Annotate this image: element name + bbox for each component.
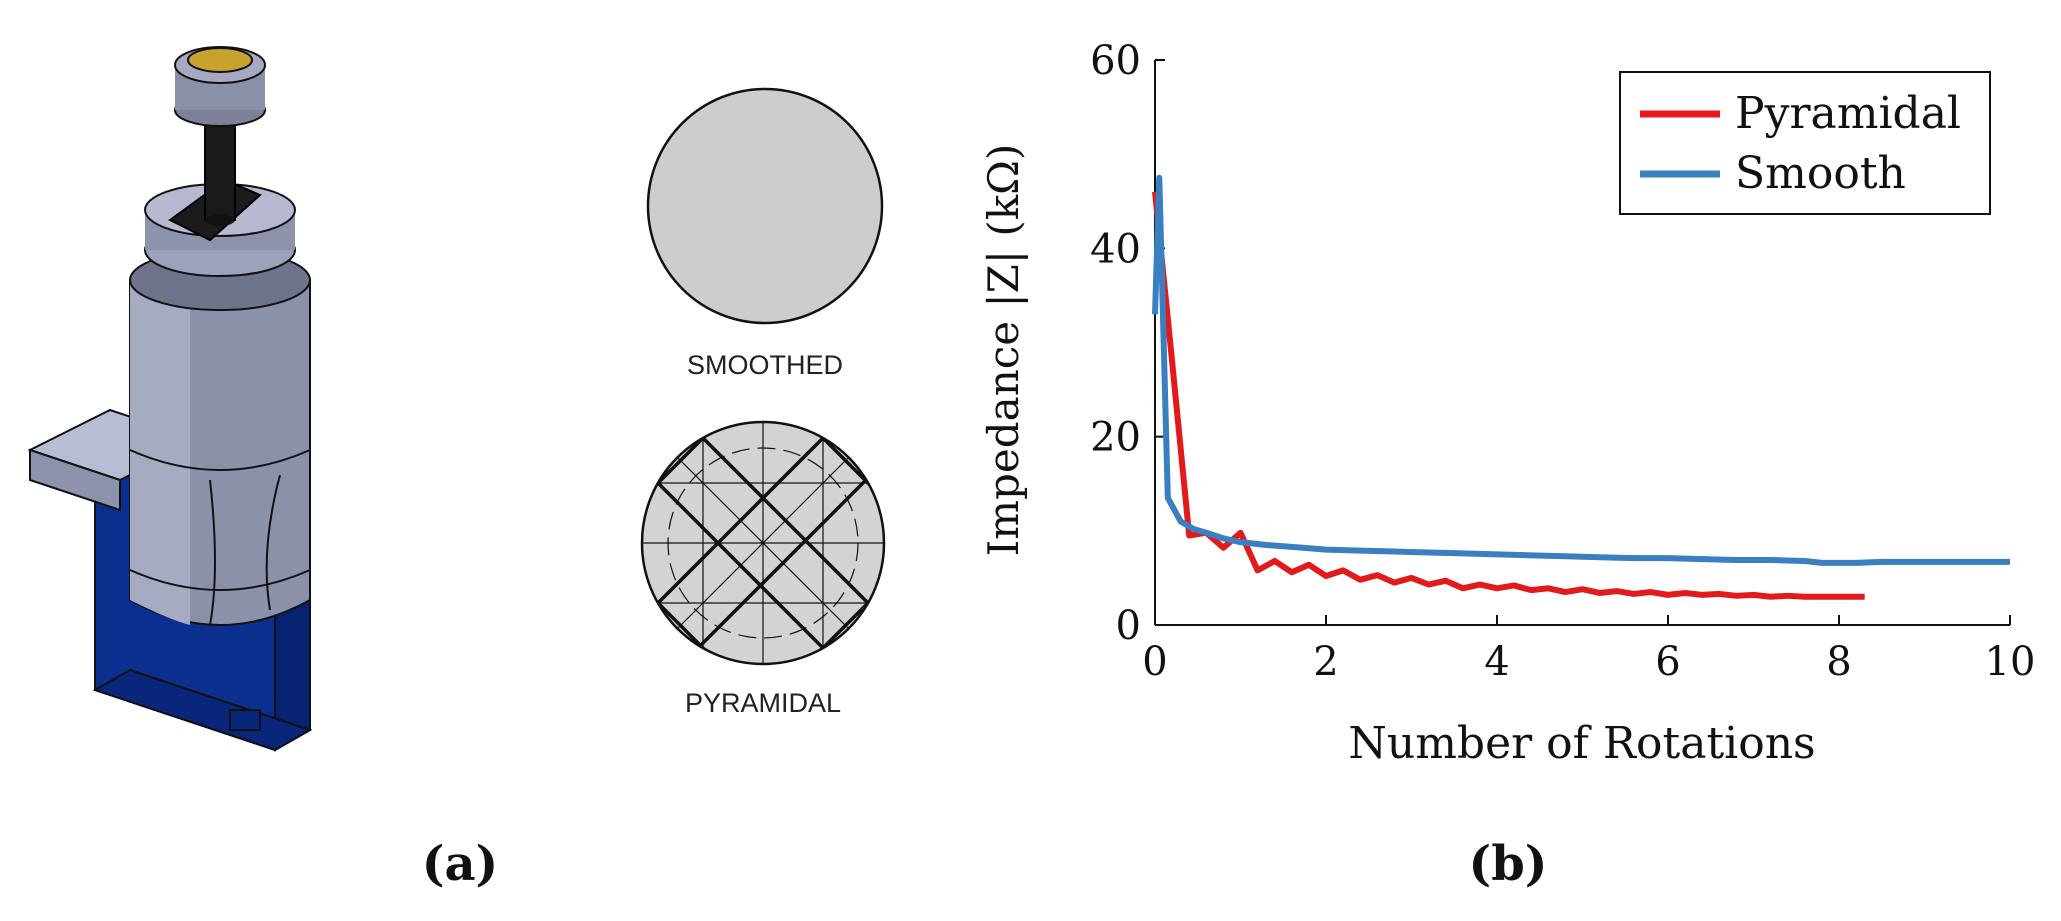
pyramidal-disc: [640, 420, 886, 666]
y-tick-label: 40: [1090, 226, 1141, 272]
y-tick-label: 20: [1090, 415, 1141, 461]
x-tick-label: 6: [1655, 639, 1680, 685]
y-axis-label: Impedance |Z| (kΩ): [979, 144, 1028, 557]
x-tick-label: 8: [1826, 639, 1851, 685]
electrode-device-illustration: [27, 46, 313, 752]
main-cylinder: [129, 249, 311, 626]
chart-axes: [1154, 60, 2010, 626]
chart-legend: Pyramidal Smooth: [1619, 71, 1991, 215]
x-tick-label: 2: [1313, 639, 1338, 685]
electrode-head: [174, 46, 266, 127]
x-axis-label: Number of Rotations: [1348, 718, 1815, 769]
rotating-shaft: [204, 109, 236, 226]
legend-label-smooth: Smooth: [1735, 148, 1906, 199]
panel-b-label: (b): [1468, 836, 1548, 892]
legend-box: [1619, 71, 1991, 215]
series-line-smooth: [1152, 174, 2010, 566]
y-tick-label: 60: [1090, 38, 1141, 84]
series-line-pyramidal: [1152, 191, 1865, 600]
y-tick-label: 0: [1116, 603, 1141, 649]
chart-series: [1152, 174, 2010, 600]
smoothed-label: SMOOTHED: [686, 350, 843, 380]
pyramidal-label: PYRAMIDAL: [684, 688, 842, 718]
chart-ticks: 0 2 4 6 8 10 0 20 40 60: [1090, 38, 2035, 685]
x-tick-label: 10: [1985, 639, 2036, 685]
legend-label-pyramidal: Pyramidal: [1735, 88, 1961, 139]
impedance-chart: 0 2 4 6 8 10 0 20 40 60 Number of Rotations Imped…: [979, 38, 2035, 769]
x-tick-label: 4: [1484, 639, 1509, 685]
panel-a-label: (a): [421, 836, 499, 892]
x-tick-label: 0: [1142, 639, 1167, 685]
smoothed-disc: [646, 87, 884, 325]
